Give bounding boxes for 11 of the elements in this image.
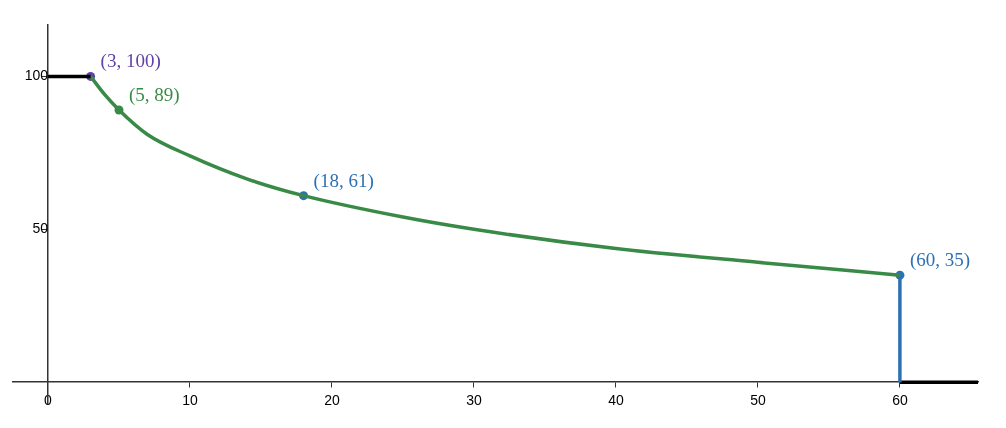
x-tick-label: 20: [324, 392, 340, 409]
annotation: (3, 100): [100, 50, 161, 73]
x-tick-label: 40: [608, 392, 624, 409]
x-tick-label: 60: [892, 392, 908, 409]
x-tick-label: 50: [750, 392, 766, 409]
x-tick-label: 30: [466, 392, 482, 409]
annotation: (60, 35): [909, 249, 971, 272]
x-tick-label: 0: [44, 392, 53, 409]
x-tick-label: 10: [182, 392, 198, 409]
annotation: (18, 61): [313, 169, 374, 192]
annotation: (5, 89): [128, 84, 180, 107]
